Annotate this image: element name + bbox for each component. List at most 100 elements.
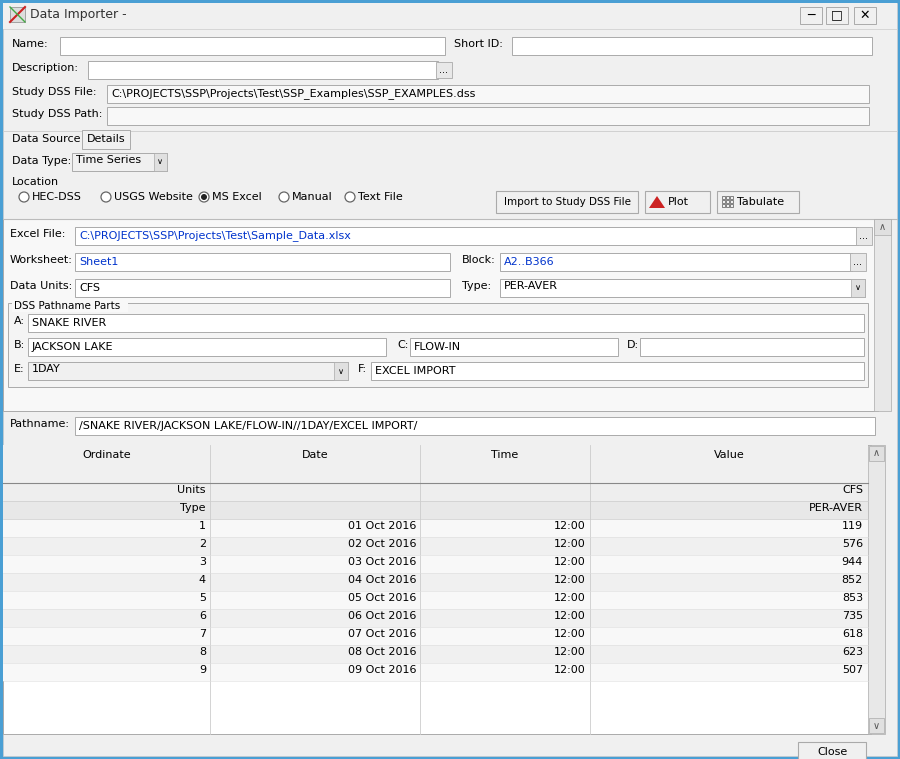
Text: A:: A: [14, 316, 25, 326]
Bar [3, 537, 868, 555]
Bar [3, 627, 868, 645]
Text: 12:00: 12:00 [554, 611, 586, 621]
Text: Data Importer -: Data Importer - [30, 8, 127, 21]
Text: 853: 853 [842, 593, 863, 603]
Bar [726, 204, 729, 207]
Bar [869, 446, 884, 461]
Bar [3, 445, 871, 734]
Text: F:: F: [358, 364, 367, 374]
Bar [722, 196, 725, 199]
Text: FLOW-IN: FLOW-IN [414, 342, 461, 352]
Text: PER-AVER: PER-AVER [504, 281, 558, 291]
Text: Pathname:: Pathname: [10, 419, 70, 429]
Text: EXCEL IMPORT: EXCEL IMPORT [375, 366, 455, 376]
Text: Short ID:: Short ID: [454, 39, 503, 49]
Bar [717, 191, 799, 213]
Bar [869, 718, 884, 733]
Bar [28, 362, 348, 380]
Bar [800, 7, 822, 24]
Text: Time: Time [491, 450, 518, 460]
Bar [436, 62, 452, 78]
Text: 08 Oct 2016: 08 Oct 2016 [347, 647, 416, 657]
Text: Worksheet:: Worksheet: [10, 255, 73, 265]
Text: 12:00: 12:00 [554, 539, 586, 549]
Text: A2..B366: A2..B366 [504, 257, 554, 267]
Bar [496, 191, 638, 213]
Text: Date: Date [302, 450, 328, 460]
Bar [72, 153, 167, 171]
Text: CFS: CFS [842, 485, 863, 495]
Bar [3, 645, 868, 663]
Text: DSS Pathname Parts: DSS Pathname Parts [14, 301, 121, 311]
Text: Data Type:: Data Type: [12, 156, 71, 166]
Text: Details: Details [86, 134, 125, 144]
Bar [3, 219, 878, 220]
Bar [410, 338, 618, 356]
Bar [730, 200, 733, 203]
Text: 735: 735 [842, 611, 863, 621]
Bar [3, 219, 878, 411]
Bar [107, 107, 869, 125]
Text: 07 Oct 2016: 07 Oct 2016 [347, 629, 416, 639]
Text: 12:00: 12:00 [554, 593, 586, 603]
Text: E:: E: [14, 364, 24, 374]
Bar [12, 302, 128, 312]
Text: 03 Oct 2016: 03 Oct 2016 [347, 557, 416, 567]
Text: Text File: Text File [358, 192, 403, 202]
Text: 1: 1 [199, 521, 206, 531]
Bar [798, 742, 866, 759]
Text: 12:00: 12:00 [554, 575, 586, 585]
Text: Block:: Block: [462, 255, 496, 265]
Bar [75, 279, 450, 297]
Bar [28, 314, 864, 332]
Bar [500, 253, 852, 271]
Text: 12:00: 12:00 [554, 665, 586, 675]
Text: 623: 623 [842, 647, 863, 657]
Text: 5: 5 [199, 593, 206, 603]
Text: 02 Oct 2016: 02 Oct 2016 [347, 539, 416, 549]
Circle shape [345, 192, 355, 202]
Text: ...: ... [439, 65, 448, 75]
Bar [722, 200, 725, 203]
Text: Name:: Name: [12, 39, 49, 49]
Bar [500, 279, 865, 297]
Text: JACKSON LAKE: JACKSON LAKE [32, 342, 113, 352]
Text: B:: B: [14, 340, 25, 350]
Bar [3, 609, 868, 627]
Text: MS Excel: MS Excel [212, 192, 262, 202]
Text: ...: ... [860, 231, 868, 241]
Text: 05 Oct 2016: 05 Oct 2016 [347, 593, 416, 603]
Text: Type:: Type: [462, 281, 491, 291]
Text: Manual: Manual [292, 192, 333, 202]
Text: Import to Study DSS File: Import to Study DSS File [503, 197, 631, 207]
Text: Description:: Description: [12, 63, 79, 73]
Bar [3, 555, 868, 573]
Text: Study DSS File:: Study DSS File: [12, 87, 96, 97]
Text: 3: 3 [199, 557, 206, 567]
Text: C:\PROJECTS\SSP\Projects\Test\SSP_Examples\SSP_EXAMPLES.dss: C:\PROJECTS\SSP\Projects\Test\SSP_Exampl… [111, 89, 475, 99]
Text: ✕: ✕ [860, 8, 870, 21]
Bar [154, 153, 167, 171]
Bar [3, 483, 868, 501]
Bar [28, 338, 386, 356]
Bar [722, 204, 725, 207]
Text: 09 Oct 2016: 09 Oct 2016 [347, 665, 416, 675]
Text: 119: 119 [842, 521, 863, 531]
Bar [75, 253, 450, 271]
Text: 12:00: 12:00 [554, 557, 586, 567]
Text: Data Units:: Data Units: [10, 281, 72, 291]
Text: USGS Website: USGS Website [114, 192, 193, 202]
Text: Plot: Plot [668, 197, 689, 207]
Text: ∨: ∨ [855, 284, 861, 292]
Text: 944: 944 [842, 557, 863, 567]
Bar [874, 219, 891, 235]
Text: Study DSS Path:: Study DSS Path: [12, 109, 103, 119]
Text: D:: D: [627, 340, 639, 350]
Text: Sheet1: Sheet1 [79, 257, 119, 267]
Circle shape [279, 192, 289, 202]
Bar [82, 130, 130, 149]
Bar [107, 85, 869, 103]
Text: PER-AVER: PER-AVER [809, 503, 863, 513]
Bar [88, 61, 438, 79]
Text: Type: Type [181, 503, 206, 513]
